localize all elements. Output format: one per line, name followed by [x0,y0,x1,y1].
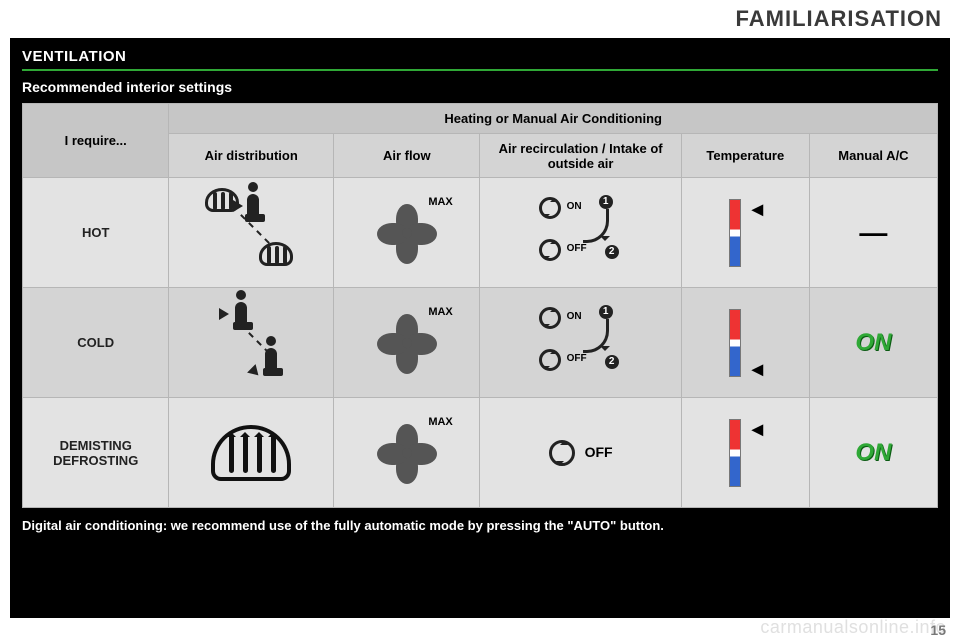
temperature-hot-icon: ◄ [715,413,775,493]
temp-arrow-icon: ◄ [747,419,767,442]
page-title: FAMILIARISATION [736,6,942,32]
recirc-step-2: 2 [605,355,619,369]
cell-ac: ON [809,398,937,508]
col-i-require: I require... [23,104,169,178]
watermark: carmanualsonline.info [760,617,946,638]
distribution-face-feet-windshield-icon [201,188,301,278]
cell-ac: — [809,178,937,288]
col-manual-ac: Manual A/C [809,134,937,178]
recirc-on-off-icon: ON 1 OFF 2 [521,193,641,273]
temperature-hot-icon: ◄ [715,193,775,273]
cell-distribution [169,178,334,288]
cell-temperature: ◄ [681,288,809,398]
ac-on: ON [855,329,891,356]
recirc-on-off-icon: ON 1 OFF 2 [521,303,641,383]
recirc-step-1: 1 [599,305,613,319]
cell-distribution [169,398,334,508]
temp-arrow-icon: ◄ [747,359,767,382]
recirc-off-label: OFF [585,444,613,460]
distribution-windshield-icon [211,425,291,481]
table-row: COLD [23,288,938,398]
fan-max-label: MAX [428,416,452,428]
cell-airflow: MAX [334,178,480,288]
content-frame: VENTILATION Recommended interior setting… [10,38,950,618]
cell-temperature: ◄ [681,178,809,288]
temperature-cold-icon: ◄ [715,303,775,383]
col-group-heating: Heating or Manual Air Conditioning [169,104,938,134]
row-label-hot: HOT [23,178,169,288]
section-title: VENTILATION [22,48,938,65]
recirc-step-2: 2 [605,245,619,259]
ac-on: ON [855,439,891,466]
col-air-flow: Air flow [334,134,480,178]
cell-airflow: MAX [334,398,480,508]
fan-max-icon: MAX [367,418,447,488]
recirc-off-label: OFF [567,243,587,254]
ac-dash: — [859,217,887,248]
cell-temperature: ◄ [681,398,809,508]
row-label-demist: DEMISTING DEFROSTING [23,398,169,508]
distribution-face-feet-icon [201,298,301,388]
recirc-step-1: 1 [599,195,613,209]
col-air-distribution: Air distribution [169,134,334,178]
page-number: 15 [930,622,946,638]
cell-recirc: ON 1 OFF 2 [480,178,681,288]
settings-table: I require... Heating or Manual Air Condi… [22,103,938,508]
cell-ac: ON [809,288,937,398]
recirc-off-icon: OFF [531,428,631,478]
fan-max-icon: MAX [367,308,447,378]
table-row: DEMISTING DEFROSTING [23,398,938,508]
cell-recirc: ON 1 OFF 2 [480,288,681,398]
fan-max-icon: MAX [367,198,447,268]
fan-max-label: MAX [428,306,452,318]
col-temperature: Temperature [681,134,809,178]
recirc-on-label: ON [567,201,582,212]
cell-distribution [169,288,334,398]
fan-max-label: MAX [428,196,452,208]
row-label-cold: COLD [23,288,169,398]
temp-arrow-icon: ◄ [747,199,767,222]
footer-note: Digital air conditioning: we recommend u… [22,518,938,533]
recirc-off-label: OFF [567,353,587,364]
cell-recirc: OFF [480,398,681,508]
section-divider [22,69,938,71]
table-row: HOT [23,178,938,288]
section-subtitle: Recommended interior settings [22,79,938,95]
recirc-on-label: ON [567,311,582,322]
cell-airflow: MAX [334,288,480,398]
col-air-recirc: Air recirculation / Intake of outside ai… [480,134,681,178]
